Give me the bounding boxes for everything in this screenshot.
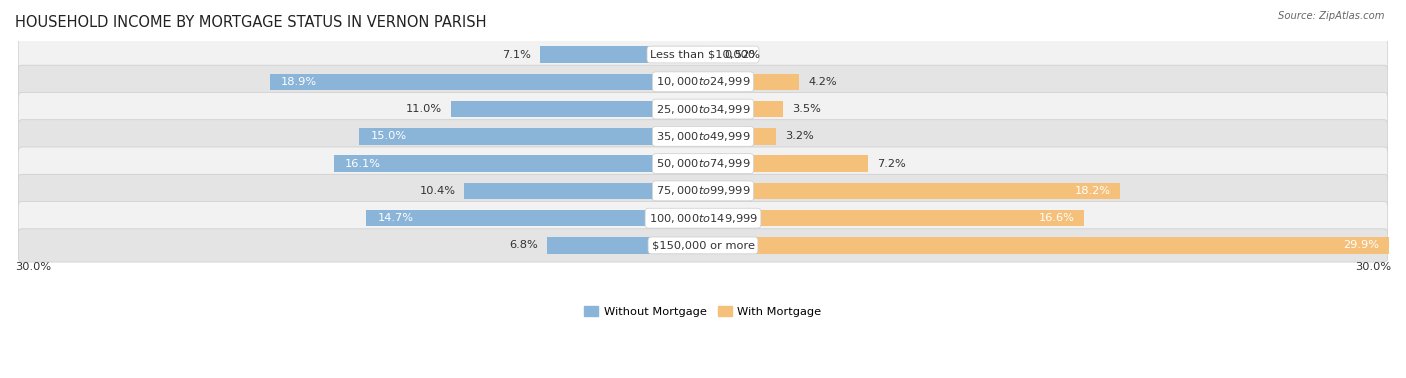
Bar [333,155,703,172]
Text: 16.1%: 16.1% [346,159,381,169]
Legend: Without Mortgage, With Mortgage: Without Mortgage, With Mortgage [579,302,827,321]
Bar [703,155,868,172]
Text: 10.4%: 10.4% [419,186,456,196]
Text: 18.9%: 18.9% [281,77,318,87]
Text: 15.0%: 15.0% [370,131,406,141]
Text: 6.8%: 6.8% [509,240,538,251]
Bar [703,183,1121,199]
Bar [366,210,703,226]
Text: 16.6%: 16.6% [1039,213,1074,223]
Bar [464,183,703,199]
Bar [451,101,703,117]
Text: HOUSEHOLD INCOME BY MORTGAGE STATUS IN VERNON PARISH: HOUSEHOLD INCOME BY MORTGAGE STATUS IN V… [15,15,486,30]
Bar [703,74,800,90]
Text: 7.2%: 7.2% [877,159,905,169]
Text: Source: ZipAtlas.com: Source: ZipAtlas.com [1278,11,1385,21]
Text: 29.9%: 29.9% [1344,240,1379,251]
Text: $10,000 to $24,999: $10,000 to $24,999 [655,75,751,88]
Bar [703,210,1084,226]
Text: 18.2%: 18.2% [1076,186,1111,196]
FancyBboxPatch shape [18,174,1388,208]
FancyBboxPatch shape [18,201,1388,235]
FancyBboxPatch shape [18,65,1388,98]
FancyBboxPatch shape [18,120,1388,153]
Bar [540,46,703,63]
Text: 0.52%: 0.52% [724,50,761,59]
Bar [703,101,783,117]
Bar [547,237,703,254]
Bar [270,74,703,90]
FancyBboxPatch shape [18,38,1388,71]
Text: $25,000 to $34,999: $25,000 to $34,999 [655,102,751,116]
Bar [703,46,714,63]
Text: $150,000 or more: $150,000 or more [651,240,755,251]
FancyBboxPatch shape [18,229,1388,262]
FancyBboxPatch shape [18,93,1388,126]
Text: $50,000 to $74,999: $50,000 to $74,999 [655,157,751,170]
Text: 30.0%: 30.0% [15,262,51,272]
Text: 3.5%: 3.5% [793,104,821,114]
Text: 11.0%: 11.0% [405,104,441,114]
Bar [703,237,1389,254]
Text: $75,000 to $99,999: $75,000 to $99,999 [655,184,751,197]
Text: 30.0%: 30.0% [1355,262,1391,272]
Text: 7.1%: 7.1% [502,50,531,59]
Text: $35,000 to $49,999: $35,000 to $49,999 [655,130,751,143]
Text: Less than $10,000: Less than $10,000 [651,50,755,59]
Text: 14.7%: 14.7% [377,213,413,223]
FancyBboxPatch shape [18,147,1388,180]
Bar [359,128,703,144]
Text: 3.2%: 3.2% [786,131,814,141]
Bar [703,128,776,144]
Text: $100,000 to $149,999: $100,000 to $149,999 [648,212,758,225]
Text: 4.2%: 4.2% [808,77,837,87]
